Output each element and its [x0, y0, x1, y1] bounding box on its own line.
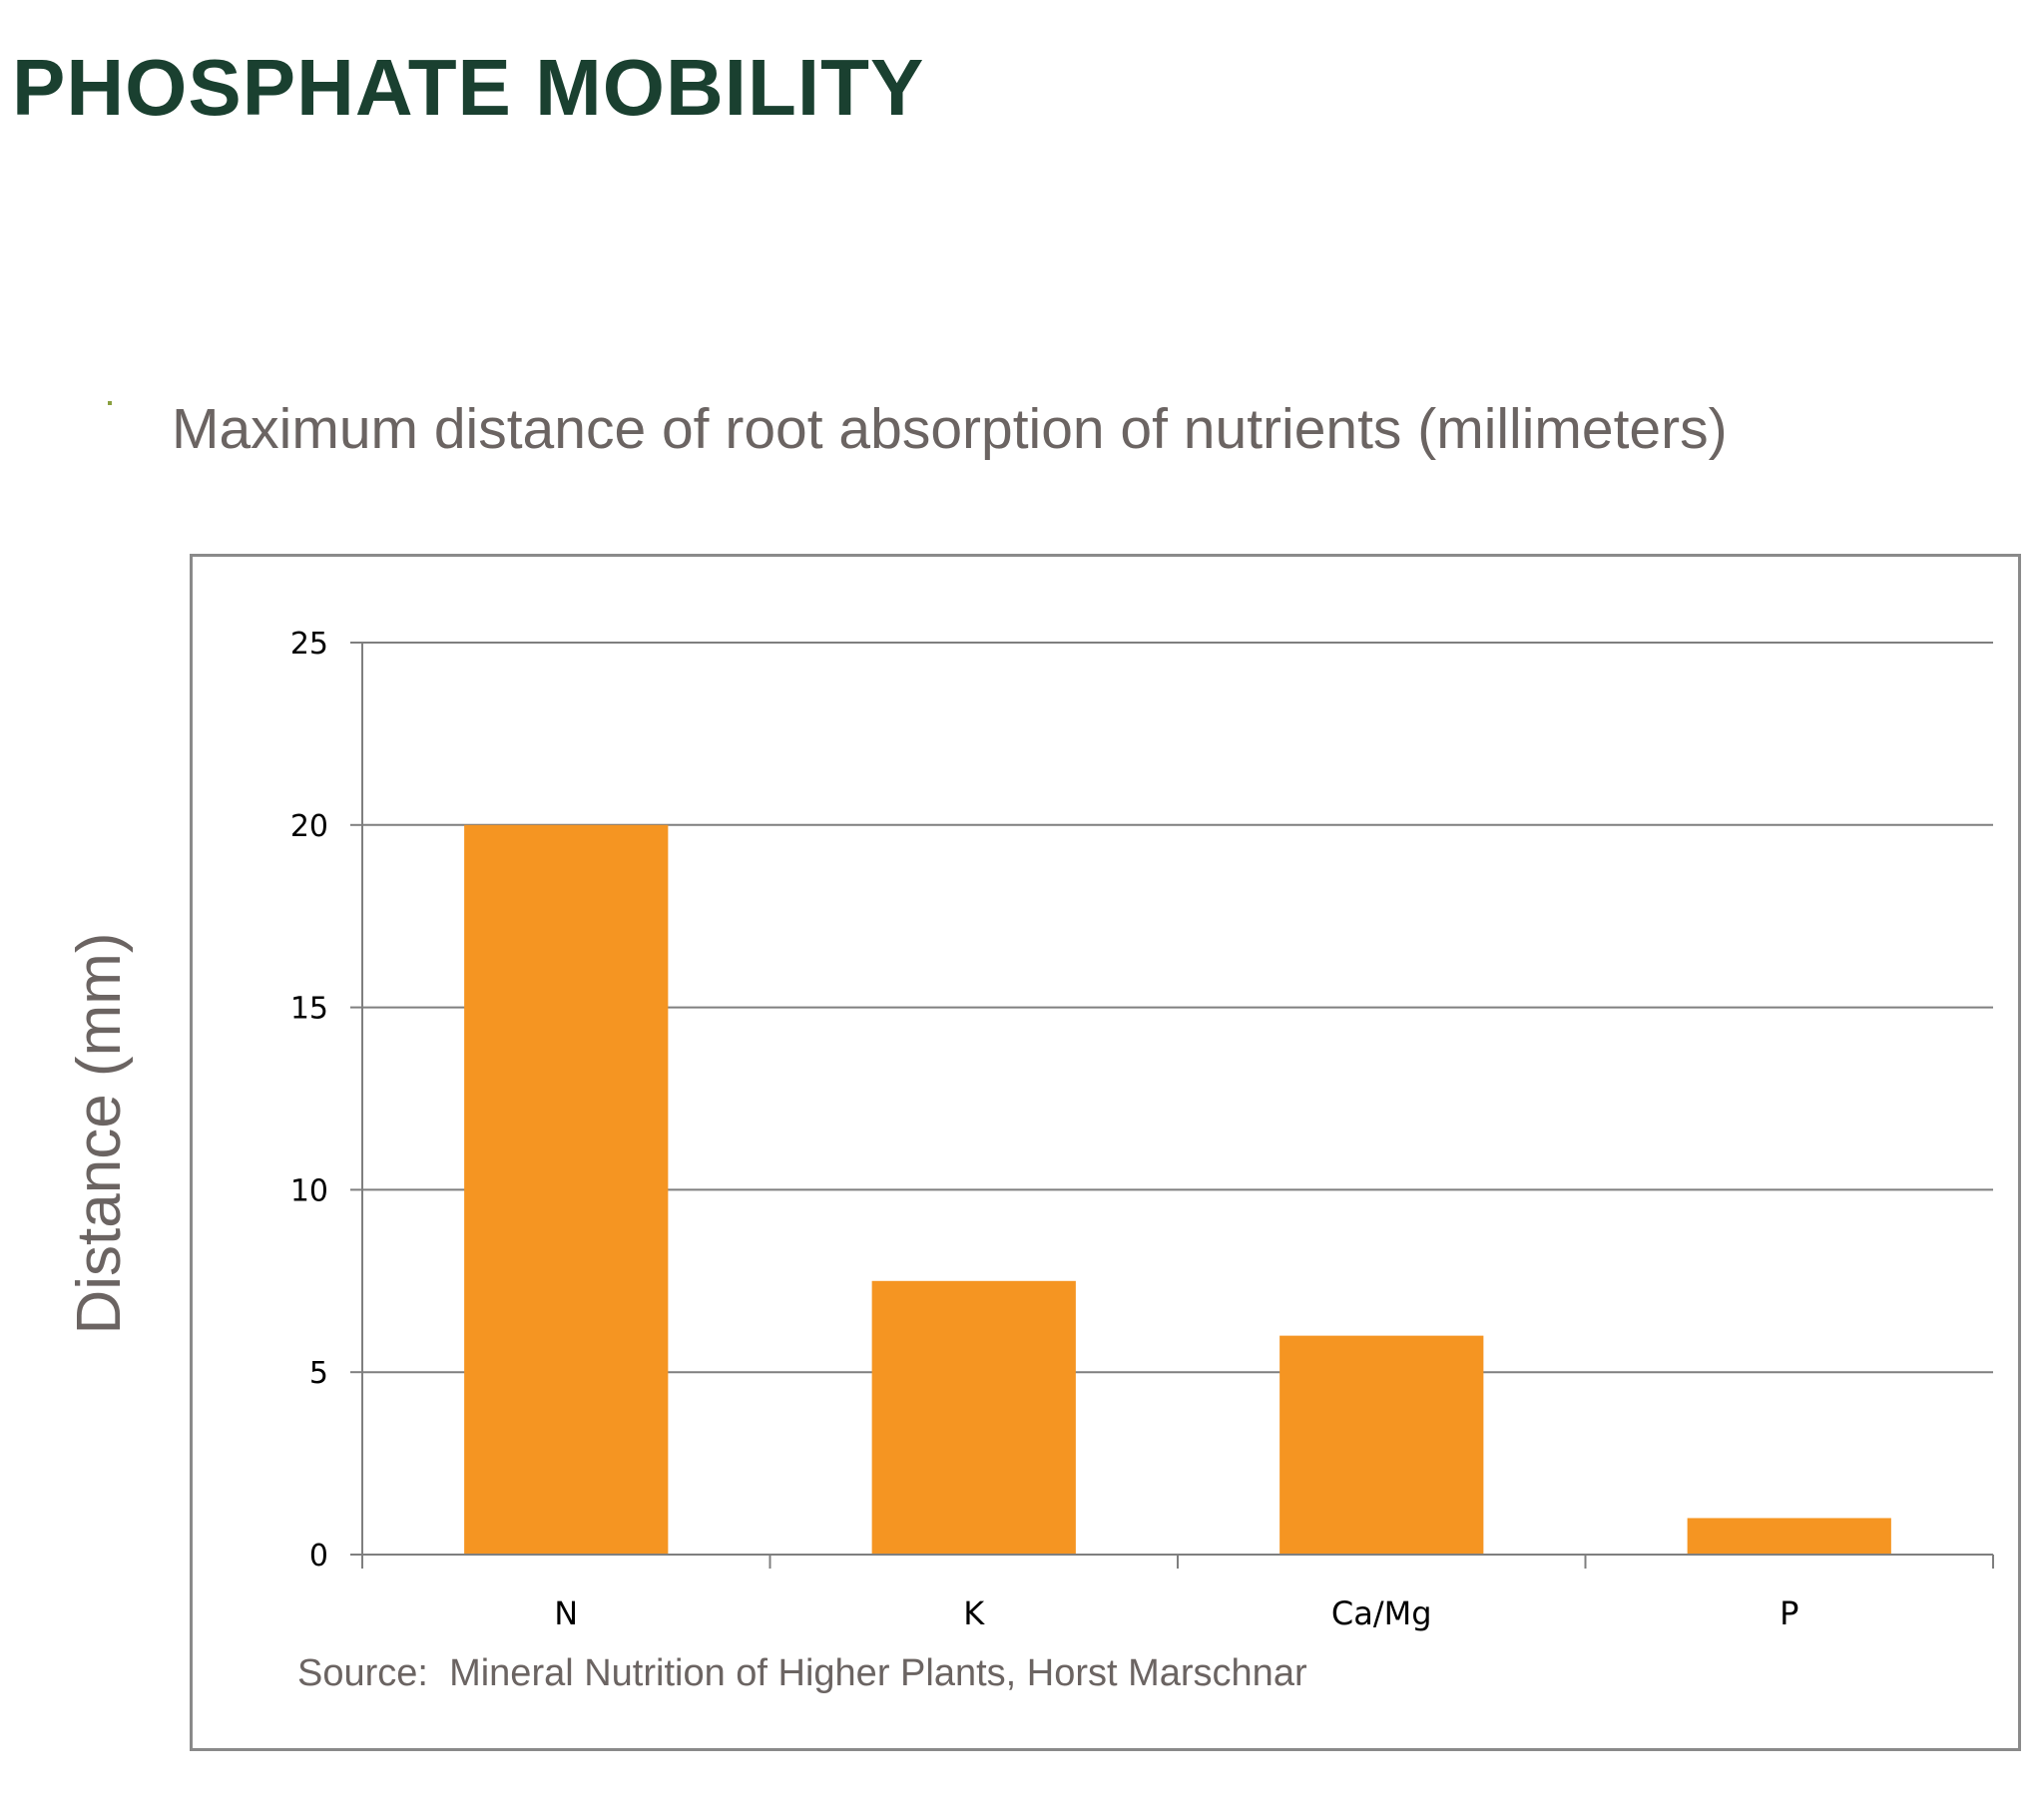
tick-labels: 0 5 10 15 20 25 N K Ca/Mg P [290, 627, 1799, 1632]
bar-ca-mg [1279, 1335, 1484, 1555]
x-tick-label: K [963, 1594, 985, 1632]
bar-n [464, 824, 669, 1555]
y-tick-label: 25 [290, 627, 328, 662]
y-tick-label: 0 [309, 1539, 328, 1574]
bars [464, 824, 1891, 1555]
x-tick-label: Ca/Mg [1331, 1594, 1432, 1632]
source-citation: Source: Mineral Nutrition of Higher Plan… [297, 1652, 1307, 1694]
y-tick-label: 20 [290, 809, 328, 844]
bar-k [871, 1280, 1076, 1555]
slide-title: PHOSPHATE MOBILITY [12, 43, 925, 132]
chart-frame [190, 554, 2021, 1751]
slide-subtitle: Maximum distance of root absorption of n… [172, 397, 1728, 461]
bullet-dot [108, 401, 112, 405]
y-tick-label: 5 [309, 1356, 328, 1391]
bar-p [1687, 1518, 1891, 1555]
x-tick-label: P [1780, 1594, 1798, 1632]
y-tick-label: 10 [290, 1173, 328, 1208]
x-tick-label: N [554, 1594, 578, 1632]
axes [350, 642, 1994, 1569]
y-tick-label: 15 [290, 992, 328, 1027]
